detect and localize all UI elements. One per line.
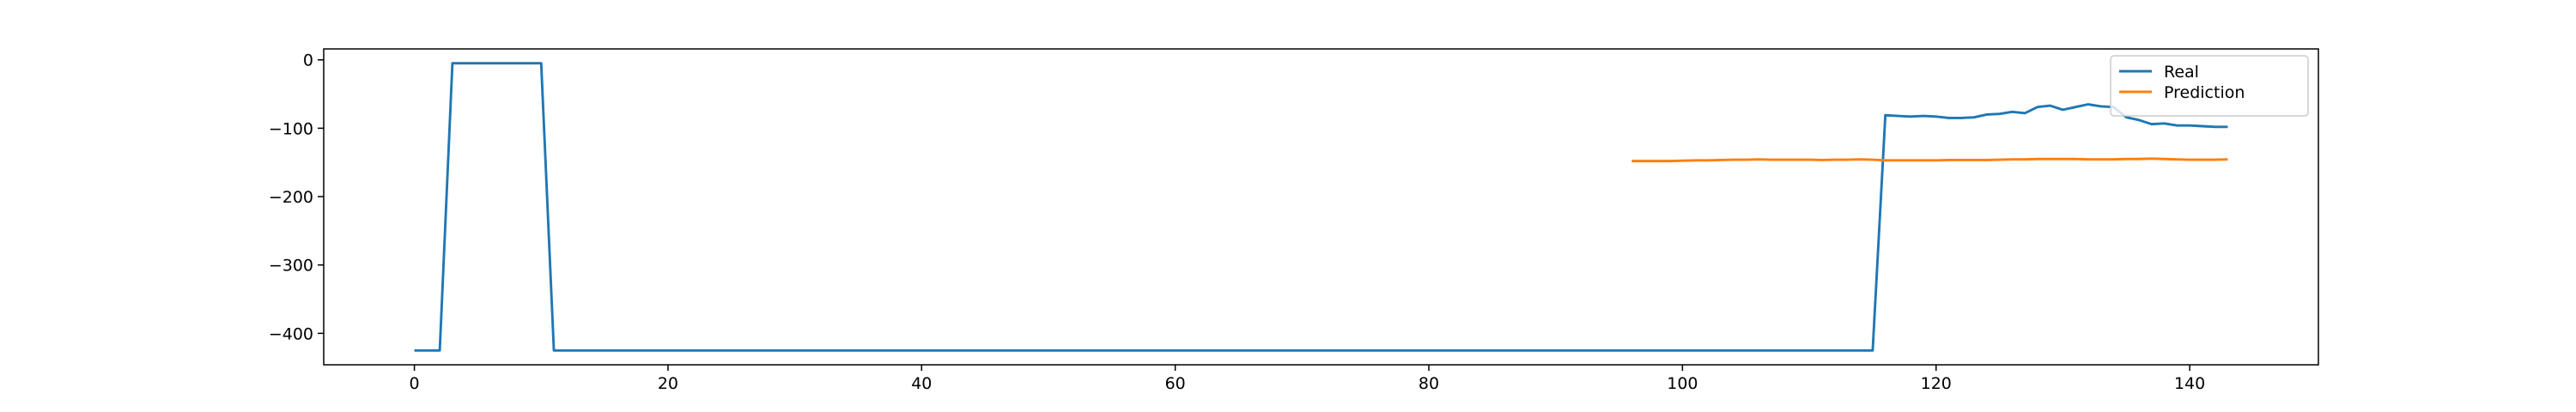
legend-box [2110,55,2309,117]
x-tick-label: 20 [658,374,678,393]
x-tick-label: 140 [2174,374,2205,393]
x-tick-label: 120 [1921,374,1952,393]
legend-label: Prediction [2164,83,2245,102]
data-line [414,62,2228,352]
y-tick-label: −200 [269,188,313,207]
legend-label: Real [2164,63,2199,82]
data-line [1631,157,2228,163]
y-tick-label: −300 [269,257,313,276]
y-tick-label: −400 [269,324,313,343]
x-tick-label: 60 [1165,374,1186,393]
x-tick-label: 0 [410,374,420,393]
y-tick-label: 0 [303,52,313,70]
x-tick-label: 100 [1667,374,1698,393]
y-tick-label: −100 [269,119,313,138]
plot-frame [323,48,2319,366]
x-tick-label: 40 [911,374,932,393]
x-tick-label: 80 [1419,374,1439,393]
